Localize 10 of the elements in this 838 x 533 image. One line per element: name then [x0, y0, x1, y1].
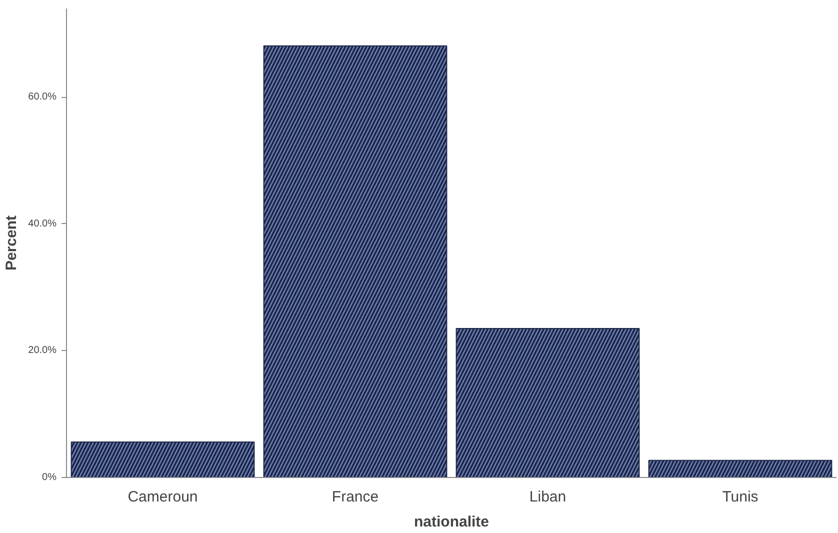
x-axis-title: nationalite: [414, 514, 490, 530]
x-tick-label: Cameroun: [128, 488, 198, 506]
x-tick-label: Liban: [529, 488, 566, 506]
y-tick-label: 40.0%: [28, 218, 57, 230]
y-tick-label: 20.0%: [28, 345, 57, 356]
x-tick-label: Tunis: [722, 488, 758, 506]
y-axis-title: Percent: [3, 215, 20, 271]
y-tick-label: 60.0%: [28, 92, 57, 103]
x-tick-label: France: [332, 488, 379, 506]
y-tick-label: 0%: [42, 472, 57, 483]
